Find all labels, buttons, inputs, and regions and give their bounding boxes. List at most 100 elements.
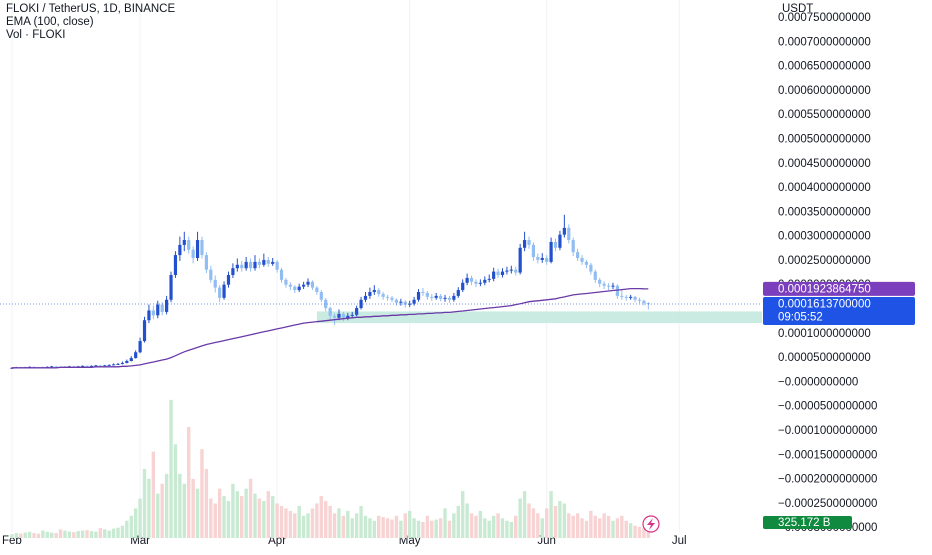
volume-bar bbox=[19, 533, 23, 538]
candle-body bbox=[469, 277, 474, 282]
volume-bar bbox=[45, 531, 49, 538]
volume-bar bbox=[129, 515, 133, 538]
candle-body bbox=[412, 299, 416, 304]
volume-bar bbox=[346, 510, 350, 538]
volume-bar bbox=[72, 532, 76, 538]
volume-bar bbox=[531, 508, 536, 538]
volume-bar bbox=[27, 531, 32, 538]
volume-bar bbox=[275, 503, 279, 538]
candle-body bbox=[465, 277, 469, 283]
volume-bar bbox=[213, 503, 217, 538]
y-tick-label: 0.0001000000000 bbox=[778, 328, 871, 340]
volume-bar bbox=[270, 496, 275, 538]
candle-body bbox=[381, 293, 385, 297]
candle-body bbox=[134, 352, 138, 359]
volume-bar bbox=[412, 518, 416, 538]
candle-body bbox=[337, 313, 341, 318]
volume-bar bbox=[107, 530, 111, 538]
price-label: 0.0001613700000 bbox=[778, 299, 871, 311]
volume-bar bbox=[363, 515, 368, 538]
volume-bar bbox=[58, 529, 63, 538]
candle-body bbox=[89, 365, 94, 367]
volume-bar bbox=[522, 491, 527, 538]
candle-body bbox=[421, 292, 425, 294]
candle-body bbox=[200, 240, 204, 256]
y-tick-label: 0.0007500000000 bbox=[778, 12, 871, 24]
volume-bar bbox=[624, 520, 628, 538]
candle-body bbox=[222, 284, 226, 298]
volume-bar bbox=[580, 518, 584, 538]
candle-body bbox=[310, 281, 315, 288]
y-tick-label: −0.0000000000 bbox=[778, 376, 858, 388]
x-tick-label: Feb bbox=[2, 535, 22, 547]
volume-bar bbox=[407, 510, 412, 538]
volume-bar bbox=[151, 451, 156, 538]
candle-body bbox=[182, 240, 186, 245]
candle-body bbox=[187, 240, 191, 250]
candle-body bbox=[615, 285, 619, 296]
candle-body bbox=[500, 271, 505, 275]
volume-bar bbox=[628, 523, 633, 538]
candle-body bbox=[129, 358, 133, 361]
volume-bar bbox=[452, 513, 456, 538]
candle-body bbox=[385, 296, 390, 298]
volume-bar bbox=[195, 488, 200, 538]
candle-body bbox=[346, 315, 350, 318]
y-tick-label: 0.0003000000000 bbox=[778, 231, 871, 243]
volume-bar bbox=[514, 515, 518, 538]
y-tick-label: 0.0003500000000 bbox=[778, 206, 871, 218]
volume-bar bbox=[474, 515, 478, 538]
candle-body bbox=[522, 240, 527, 248]
volume-bar bbox=[310, 508, 315, 538]
candle-body bbox=[111, 364, 116, 366]
candle-body bbox=[195, 240, 200, 258]
candle-body bbox=[461, 282, 465, 291]
volume-bar bbox=[226, 501, 231, 538]
candle-body bbox=[156, 304, 160, 316]
candle-body bbox=[350, 314, 354, 316]
candle-body bbox=[624, 296, 628, 298]
volume-bar bbox=[425, 515, 430, 538]
candle-body bbox=[514, 269, 518, 273]
candle-body bbox=[288, 284, 292, 287]
volume-bar bbox=[173, 444, 178, 538]
candle-body bbox=[319, 292, 323, 300]
volume-bar bbox=[187, 427, 191, 538]
candle-body bbox=[562, 227, 566, 235]
candle-body bbox=[443, 297, 447, 299]
volume-bar bbox=[328, 505, 332, 538]
candle-body bbox=[518, 247, 522, 273]
candle-body bbox=[576, 252, 580, 258]
candle-body bbox=[637, 299, 642, 301]
volume-bar bbox=[142, 468, 147, 538]
volume-bar bbox=[602, 513, 606, 538]
candle-body bbox=[284, 279, 288, 285]
candle-body bbox=[173, 255, 178, 275]
volume-bar bbox=[89, 531, 94, 538]
volume-bar bbox=[98, 528, 103, 538]
candle-body bbox=[302, 284, 306, 287]
y-tick-label: 0.0002500000000 bbox=[778, 255, 871, 267]
candle-body bbox=[416, 292, 421, 300]
y-tick-label: −0.0002000000000 bbox=[778, 474, 877, 486]
ema-price-label: 0.0001923864750 bbox=[778, 283, 871, 295]
candle-body bbox=[218, 287, 222, 298]
volume-bar bbox=[319, 496, 323, 538]
candle-body bbox=[642, 300, 646, 304]
volume-bar bbox=[567, 513, 571, 538]
volume-bar bbox=[191, 478, 195, 538]
volume-bar bbox=[54, 533, 58, 538]
candle-body bbox=[324, 299, 328, 309]
candle-body bbox=[147, 310, 151, 321]
volume-bar bbox=[235, 491, 240, 538]
candle-body bbox=[169, 275, 173, 300]
candle-body bbox=[434, 295, 438, 298]
volume-bar bbox=[160, 483, 164, 538]
candle-body bbox=[103, 365, 107, 367]
candle-body bbox=[98, 365, 102, 367]
ema-price-box bbox=[763, 281, 915, 296]
y-tick-label: −0.0002500000000 bbox=[778, 498, 877, 510]
volume-bar bbox=[416, 520, 421, 538]
candle-body bbox=[390, 297, 394, 300]
